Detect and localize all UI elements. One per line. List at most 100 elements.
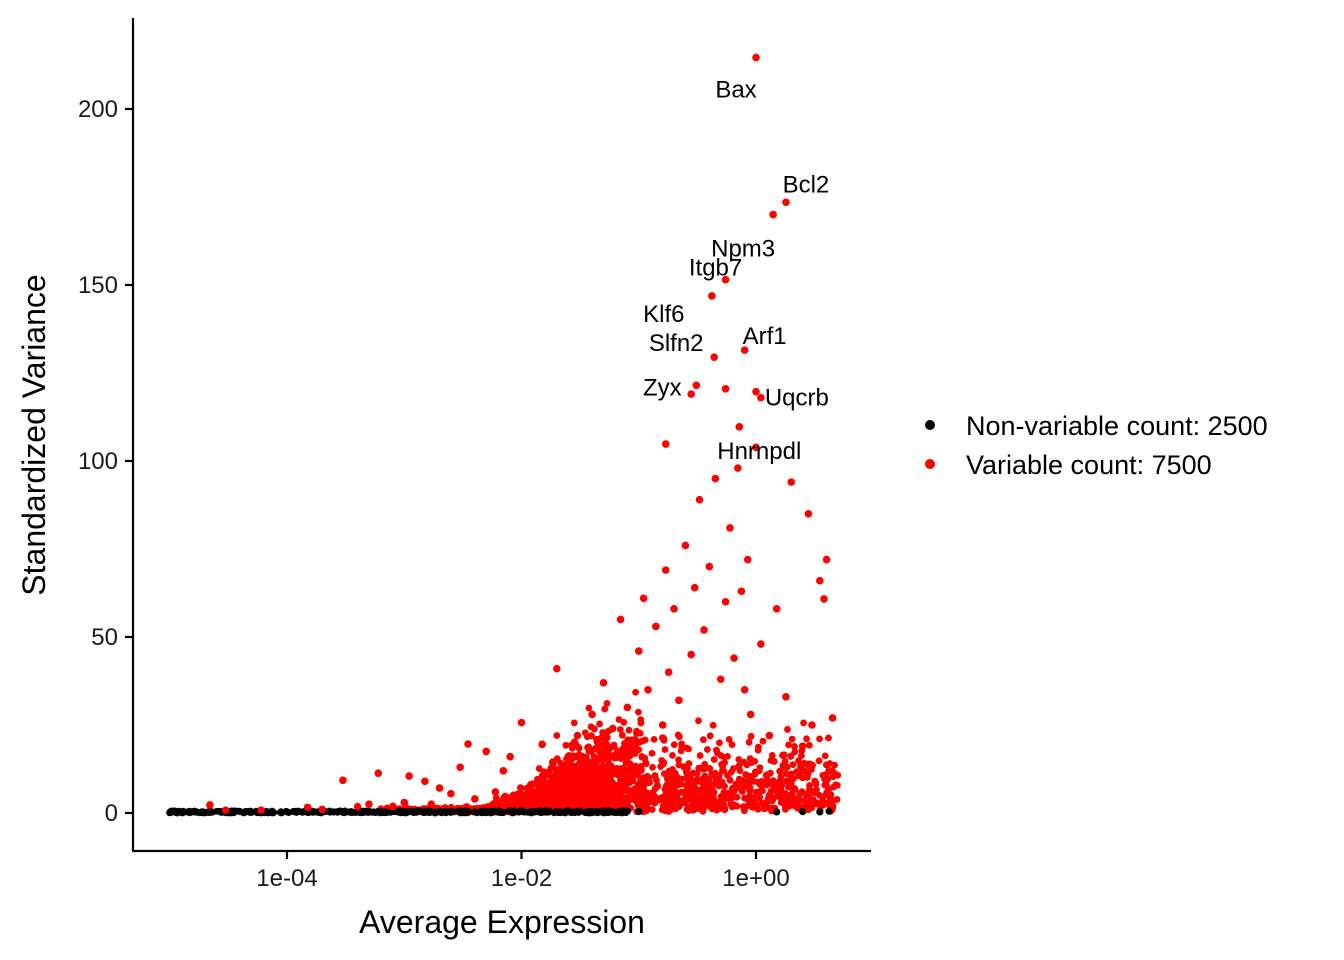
variable-gene-point [739, 777, 747, 784]
variable-gene-point [557, 769, 565, 777]
non-variable-gene-point [573, 808, 582, 816]
variable-gene-point [685, 745, 692, 753]
variable-gene-point [631, 735, 639, 743]
variable-gene-point [787, 753, 795, 760]
variable-gene-point [782, 693, 790, 701]
variable-gene-point [649, 788, 657, 796]
variable-gene-point [822, 761, 830, 769]
variable-gene-point [752, 53, 760, 62]
variable-gene-point [558, 763, 566, 770]
variable-gene-point [827, 791, 835, 799]
variable-gene-point [599, 801, 607, 808]
variable-gene-point [729, 784, 736, 792]
variable-gene-point [729, 765, 737, 772]
variable-gene-point [638, 737, 646, 745]
variable-gene-point [577, 783, 585, 791]
variable-gene-point [676, 802, 683, 809]
variable-gene-point [686, 779, 694, 787]
variable-gene-point [710, 353, 718, 361]
variable-gene-point [616, 615, 625, 624]
variable-gene-point [785, 741, 792, 749]
variable-gene-point [752, 387, 760, 396]
variable-gene-point [648, 749, 656, 757]
variable-gene-point [691, 779, 699, 787]
variable-genes-cloud [377, 688, 842, 816]
variable-gene-point [629, 777, 637, 785]
variable-gene-point [221, 806, 230, 814]
gene-label-itgb7: Itgb7 [689, 255, 742, 282]
non-variable-gene-point [471, 808, 479, 816]
variable-gene-point [590, 725, 598, 733]
variable-gene-point [661, 807, 669, 814]
variable-gene-point [735, 763, 743, 770]
variable-gene-point [515, 793, 523, 800]
variable-gene-point [662, 782, 670, 790]
variable-gene-point [823, 777, 830, 785]
variable-gene-point [817, 802, 824, 810]
variable-gene-point [684, 803, 692, 811]
x-tick-label: 1e+00 [722, 865, 789, 892]
variable-gene-point [499, 766, 508, 775]
y-axis-title: Standardized Variance [16, 274, 52, 595]
variable-gene-point [668, 781, 676, 789]
variable-gene-point [540, 774, 548, 781]
non-variable-gene-point [414, 807, 422, 815]
gene-label-bcl2: Bcl2 [783, 171, 830, 198]
gene-label-uqcrb: Uqcrb [765, 385, 829, 412]
variable-gene-point [807, 795, 815, 803]
variable-gene-point [551, 798, 559, 806]
variable-gene-point [825, 734, 832, 742]
variable-gene-point [606, 794, 614, 802]
non-variable-gene-point [189, 808, 197, 816]
variable-gene-point [670, 790, 678, 798]
variable-gene-point [339, 776, 347, 785]
variable-gene-point [572, 740, 580, 748]
non-variable-gene-point [196, 809, 204, 817]
variable-gene-point [775, 793, 783, 800]
variable-gene-point [516, 784, 524, 791]
variable-gene-point [830, 783, 838, 791]
x-tick-label: 1e-04 [256, 865, 317, 892]
variable-gene-point [608, 724, 617, 733]
variable-gene-point [598, 756, 606, 764]
variable-gene-point [597, 791, 605, 799]
variable-gene-point [725, 735, 733, 743]
legend-label-1: Variable count: 7500 [966, 450, 1212, 480]
variable-gene-point [541, 796, 549, 804]
variable-gene-point [603, 700, 611, 707]
variable-gene-point [556, 793, 564, 800]
variable-gene-point [798, 752, 805, 760]
non-variable-gene-point [435, 807, 444, 815]
variable-gene-point [583, 780, 591, 787]
variable-gene-point [491, 788, 500, 796]
non-variable-gene-point [382, 808, 390, 816]
variable-gene-point [816, 792, 824, 799]
variable-gene-point [638, 753, 646, 760]
variable-gene-point [582, 797, 589, 804]
variable-gene-point [592, 786, 600, 794]
variable-gene-point [528, 798, 536, 806]
gene-label-hnrnpdl: Hnrnpdl [717, 438, 801, 465]
variable-gene-point [686, 795, 694, 803]
non-variable-gene-point [825, 807, 833, 815]
variable-gene-point [501, 796, 509, 804]
variable-gene-point [693, 770, 701, 777]
variable-gene-point [471, 795, 479, 803]
non-variable-gene-point [400, 807, 408, 816]
variable-gene-point [599, 678, 608, 687]
variable-gene-point [551, 784, 559, 792]
variable-gene-point [703, 746, 711, 753]
variable-gene-point [631, 769, 638, 776]
variable-gene-point [590, 745, 598, 753]
variable-gene-point [791, 743, 798, 750]
variable-gene-point [705, 562, 714, 571]
variable-gene-point [660, 759, 668, 767]
variable-gene-point [797, 762, 804, 770]
variable-gene-point [435, 784, 444, 792]
variable-gene-point [708, 292, 716, 300]
variable-gene-point [782, 770, 790, 778]
variable-gene-point [637, 777, 644, 785]
variable-gene-point [740, 346, 749, 354]
variable-gene-point [761, 779, 768, 787]
